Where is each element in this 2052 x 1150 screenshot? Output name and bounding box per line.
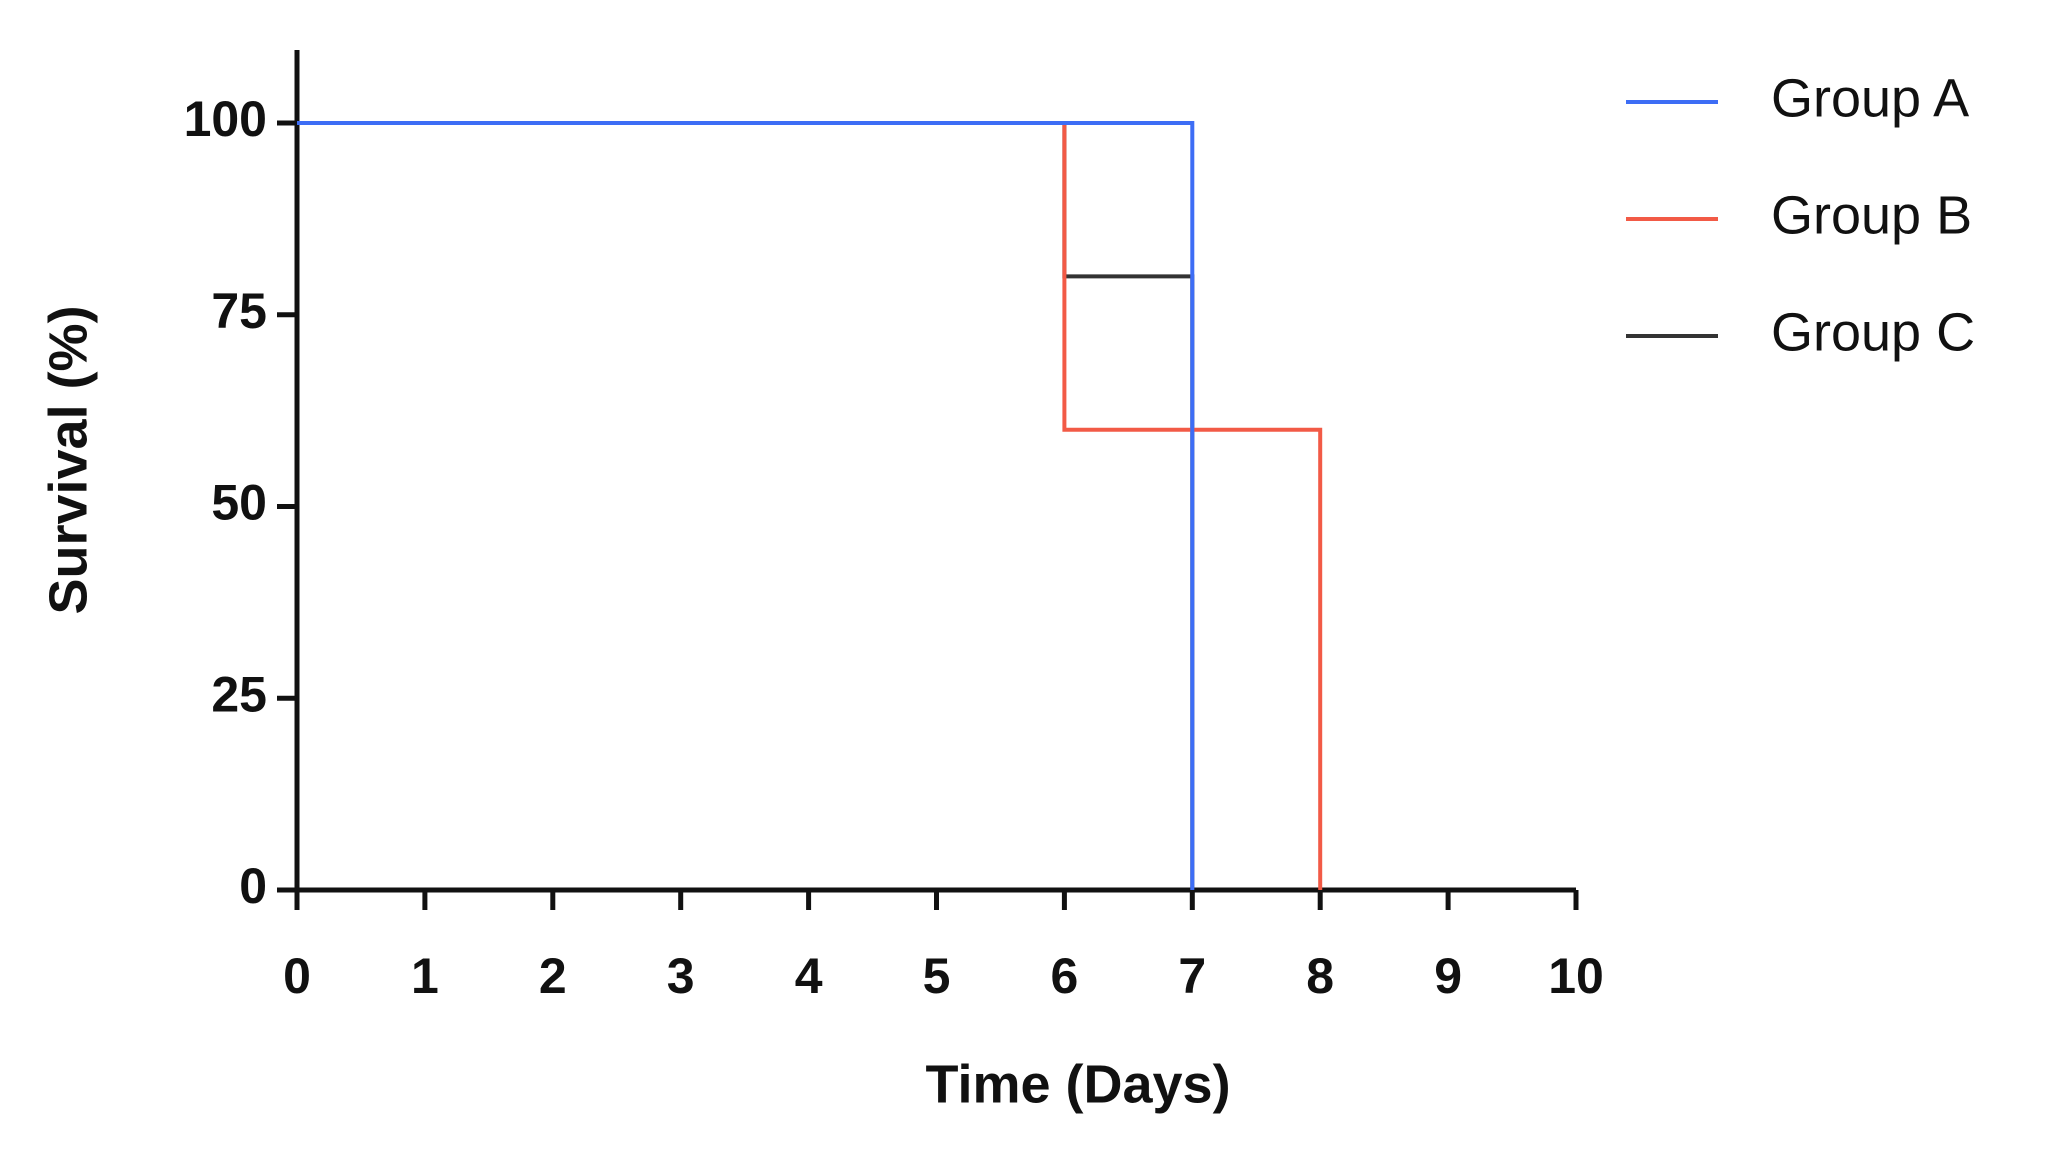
x-tick-label: 7 (1178, 948, 1206, 1004)
y-axis-title: Survival (%) (38, 305, 98, 614)
x-tick-label: 8 (1306, 948, 1334, 1004)
y-tick-label: 75 (211, 283, 267, 339)
x-tick-label: 0 (283, 948, 311, 1004)
x-tick-label: 10 (1548, 948, 1604, 1004)
legend-label: Group C (1771, 302, 1975, 362)
y-tick-label: 0 (239, 858, 267, 914)
x-axis-title: Time (Days) (925, 1054, 1230, 1114)
survival-line (297, 121, 1195, 890)
x-tick-label: 5 (923, 948, 951, 1004)
legend-label: Group A (1771, 68, 1969, 128)
survival-line (297, 121, 1323, 890)
x-tick-label: 2 (539, 948, 567, 1004)
y-tick-label: 50 (211, 475, 267, 531)
x-tick-label: 6 (1050, 948, 1078, 1004)
y-tick-label: 25 (211, 666, 267, 722)
x-tick-label: 9 (1434, 948, 1462, 1004)
survival-line (297, 121, 1195, 890)
legend-label: Group B (1771, 185, 1972, 245)
x-tick-label: 4 (795, 948, 823, 1004)
y-tick-label: 100 (184, 91, 267, 147)
x-tick-label: 3 (667, 948, 695, 1004)
x-tick-label: 1 (411, 948, 439, 1004)
